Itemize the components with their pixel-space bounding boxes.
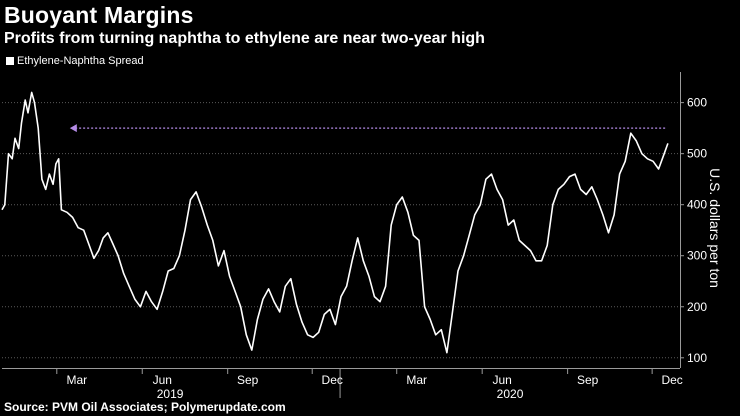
y-tick-label: 600 <box>687 96 707 110</box>
x-tick-label: Jun <box>153 373 172 387</box>
x-tick-label: Mar <box>66 373 87 387</box>
x-tick-label: Jun <box>492 373 511 387</box>
chart-title: Buoyant Margins <box>4 2 194 28</box>
tick-labels: 100 200 300 400 500 600 Mar Jun Sep Dec Mar Jun Sep D… <box>66 96 723 401</box>
legend-swatch <box>6 57 14 65</box>
chart-legend: Ethylene-Naphtha Spread <box>6 55 144 67</box>
y-tick-label: 200 <box>687 300 707 314</box>
y-tick-label: 300 <box>687 249 707 263</box>
x-tick-label: Sep <box>237 373 259 387</box>
annotations <box>69 124 666 133</box>
x-tick-label: Dec <box>322 373 343 387</box>
reference-arrow-head <box>69 124 77 133</box>
chart-subtitle: Profits from turning naphtha to ethylene… <box>4 30 485 47</box>
gridlines <box>2 102 680 359</box>
x-tick-label: Mar <box>406 373 427 387</box>
axes <box>2 72 684 398</box>
source-note: Source: PVM Oil Associates; Polymerupdat… <box>4 400 286 414</box>
y-tick-label: 500 <box>687 147 707 161</box>
year-label: 2020 <box>497 387 524 401</box>
x-tick-label: Sep <box>577 373 599 387</box>
legend-label: Ethylene-Naphtha Spread <box>17 55 144 67</box>
y-tick-label: 400 <box>687 198 707 212</box>
y-axis-title: U.S. dollars per ton <box>707 168 723 288</box>
y-tick-label: 100 <box>687 351 707 365</box>
year-label: 2019 <box>157 387 184 401</box>
x-tick-label: Dec <box>661 373 682 387</box>
series-layer <box>1 91 669 354</box>
series-line-ethylene-naphtha-spread <box>1 91 669 354</box>
